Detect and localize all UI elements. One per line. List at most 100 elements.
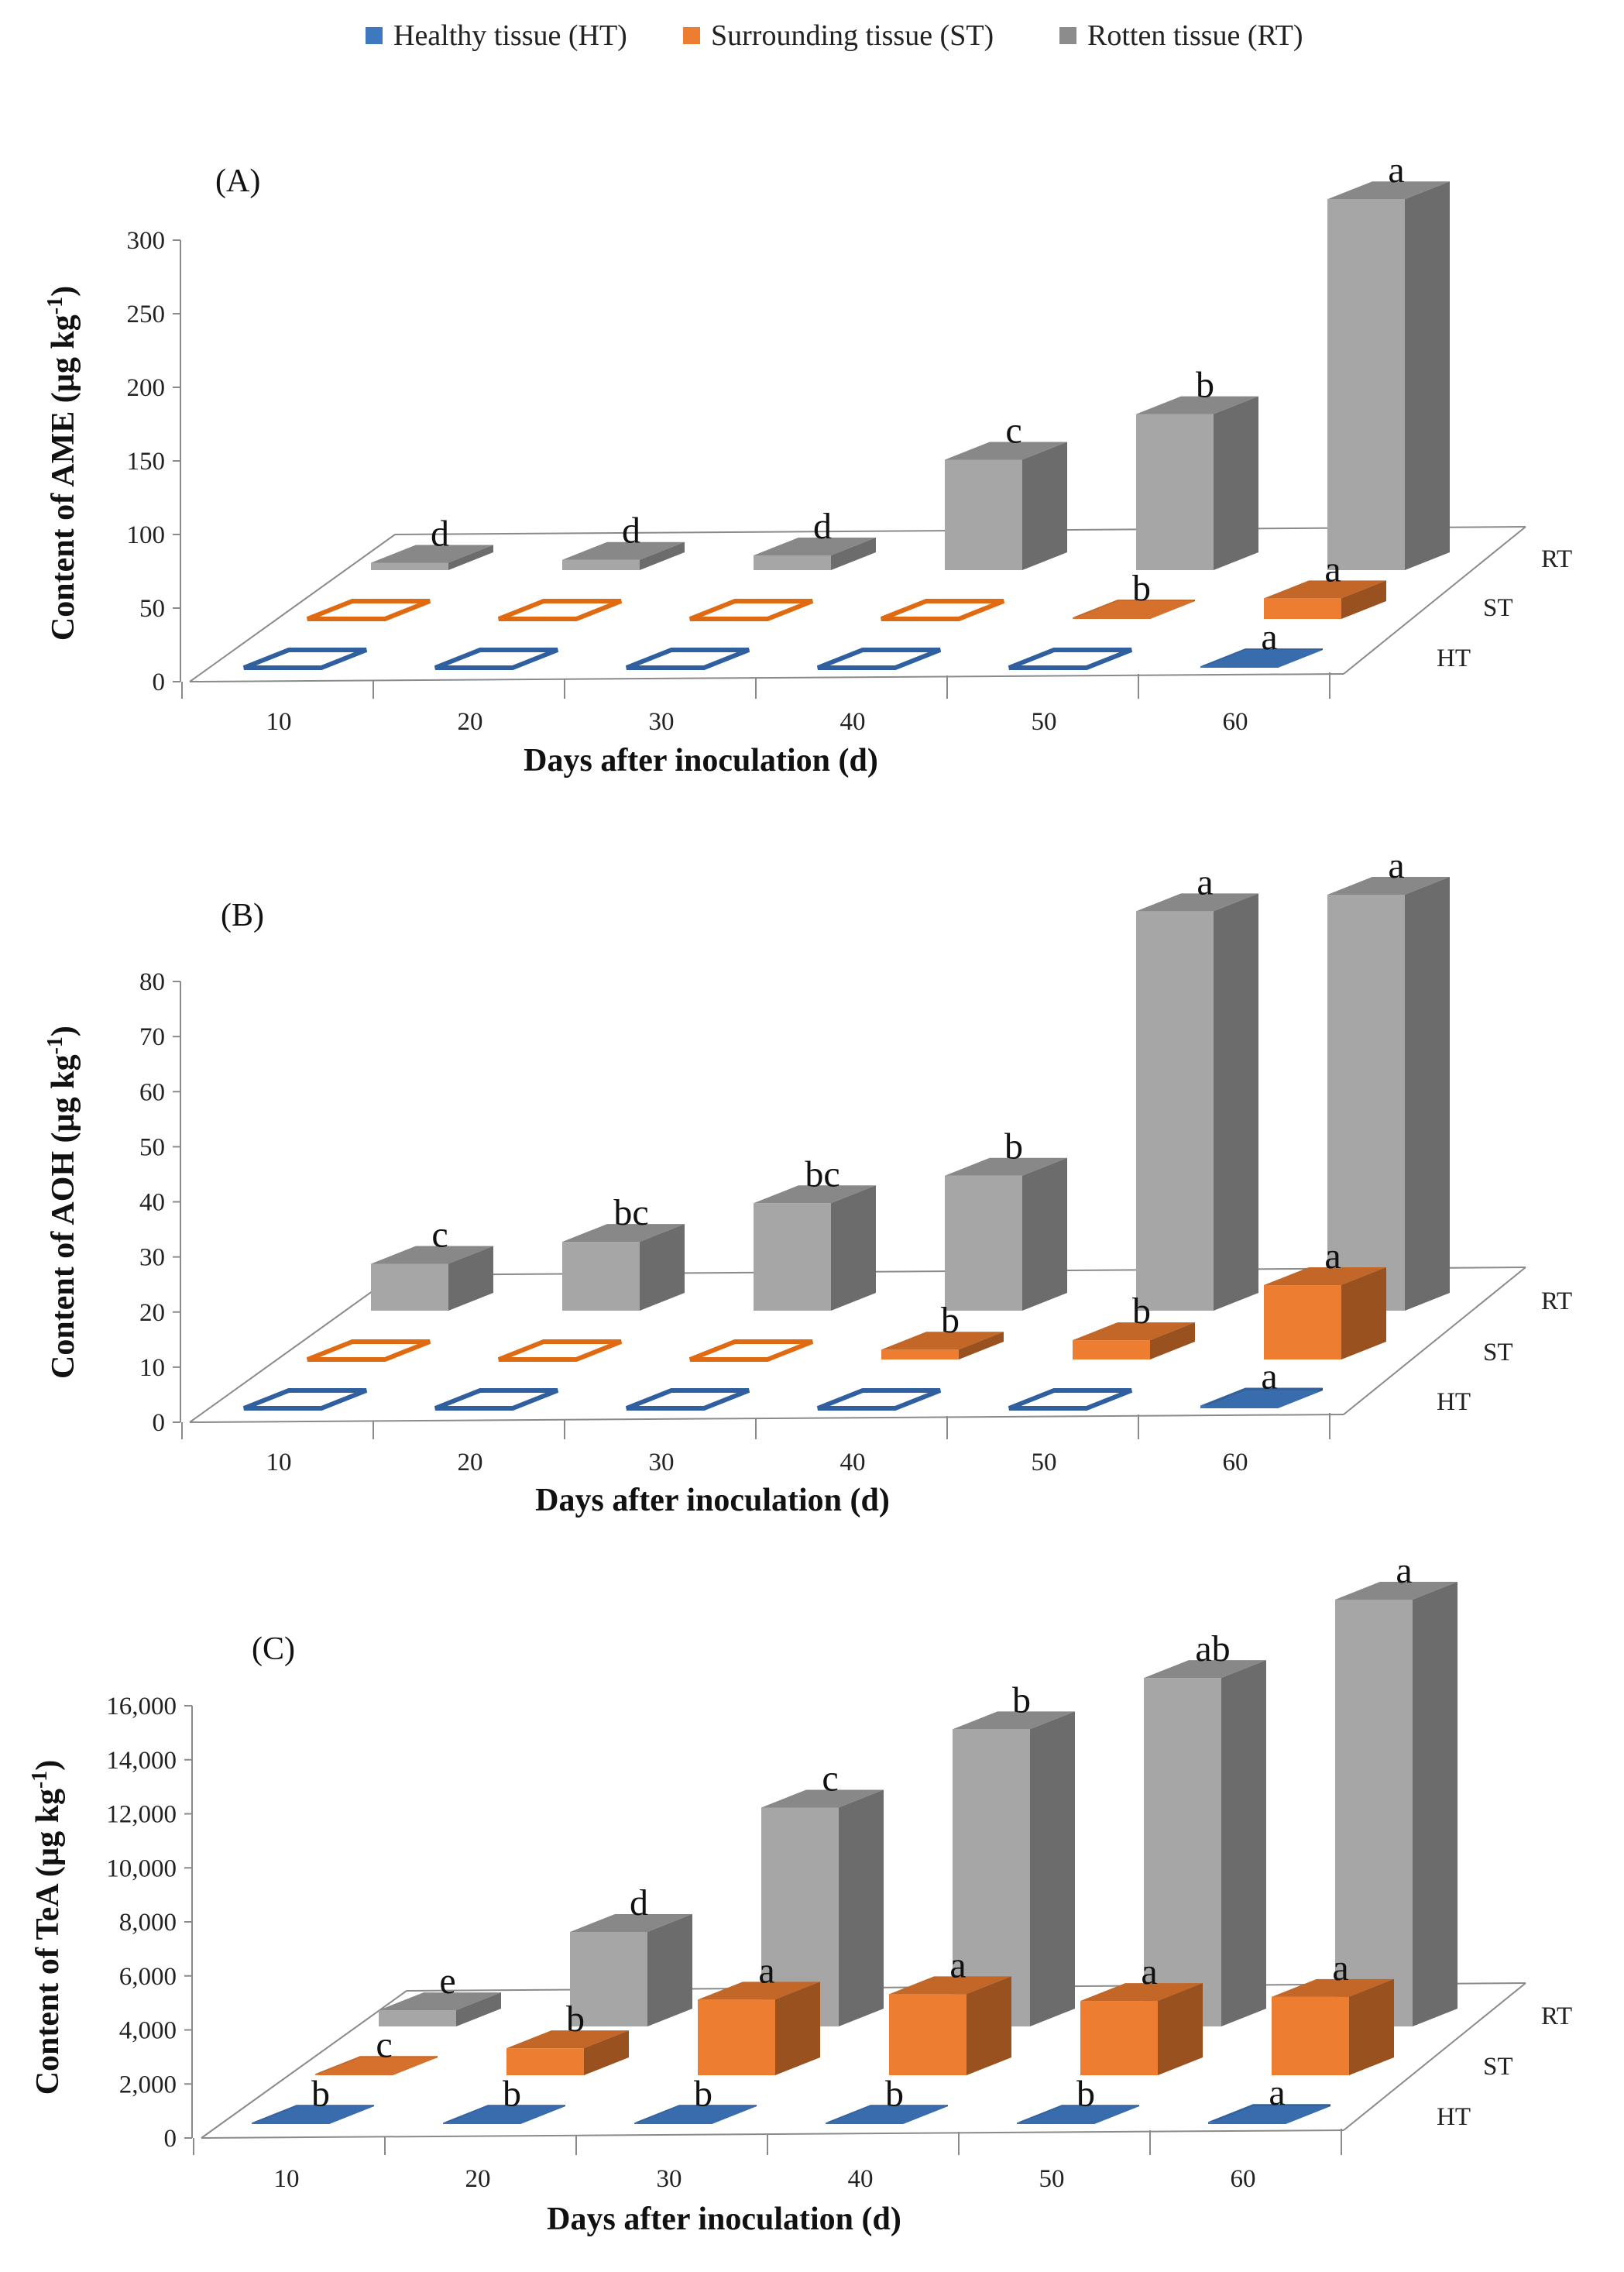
y-tick-label: 150 <box>127 448 166 476</box>
bar-ht-40 <box>816 648 942 670</box>
bar-ht-60 <box>1200 1387 1323 1408</box>
chart-panel-b: 0 10 20 30 40 50 60 70 80 10 20 30 40 50 60 HT ST RT c bc bc… <box>43 845 1573 1518</box>
y-tick-label: 6,000 <box>119 1963 177 1991</box>
x-tick-label: 20 <box>458 1449 483 1476</box>
depth-label-ht: HT <box>1437 644 1471 672</box>
bar-st-10 <box>315 2056 438 2075</box>
x-tick-label: 20 <box>458 708 483 736</box>
significance-letter: a <box>949 1944 966 1985</box>
y-tick-label: 200 <box>127 374 166 402</box>
significance-letter: e <box>439 1961 455 2002</box>
x-tick-label: 10 <box>274 2165 300 2193</box>
bar-group <box>242 877 1450 1411</box>
x-tick-label: 40 <box>840 1449 866 1476</box>
significance-letter: d <box>622 510 640 552</box>
significance-letter: bc <box>613 1192 648 1233</box>
y-tick-label: 14,000 <box>106 1747 177 1775</box>
bar-rt-50 <box>1136 396 1258 570</box>
panel-label: (A) <box>215 163 260 199</box>
significance-letter: a <box>758 1950 774 1991</box>
depth-label-rt: RT <box>1541 2002 1572 2030</box>
bar-ht-10 <box>252 2105 374 2124</box>
bar-rt-40 <box>945 1157 1067 1311</box>
significance-letter: b <box>503 2073 521 2114</box>
bar-ht-60 <box>1200 648 1323 668</box>
bar-ht-40 <box>816 1388 942 1411</box>
y-tick-label: 70 <box>139 1023 165 1051</box>
chart-panel-c: 0 2,000 4,000 6,000 8,000 10,000 12,000 14,000 1… <box>28 1550 1573 2237</box>
bar-st-20 <box>497 599 623 621</box>
bar-rt-30 <box>754 1185 876 1311</box>
bar-ht-20 <box>434 1388 559 1411</box>
bar-rt-10 <box>379 1992 501 2026</box>
x-tick-label: 60 <box>1223 708 1248 736</box>
depth-label-rt: RT <box>1541 1287 1572 1315</box>
depth-label-st: ST <box>1483 1339 1513 1366</box>
y-tick-label: 50 <box>139 595 165 623</box>
panel-label: (C) <box>252 1631 295 1667</box>
bar-rt-60 <box>1335 1581 1457 2026</box>
y-tick-label: 250 <box>127 301 166 328</box>
significance-letter: b <box>1076 2073 1095 2114</box>
depth-label-st: ST <box>1483 594 1513 622</box>
significance-letter: b <box>1196 365 1214 406</box>
bar-st-50 <box>1073 1322 1195 1359</box>
significance-letter: a <box>1261 617 1277 658</box>
bar-st-40 <box>881 1332 1004 1359</box>
y-tick-label: 12,000 <box>106 1801 177 1829</box>
significance-letter: c <box>431 1215 448 1256</box>
bar-st-20 <box>497 1339 623 1362</box>
significance-letter: a <box>1396 1550 1412 1591</box>
bar-rt-30 <box>754 538 876 570</box>
bar-rt-20 <box>562 541 685 570</box>
x-tick-label: 10 <box>266 1449 292 1476</box>
significance-letter: b <box>311 2073 330 2114</box>
significance-letter: a <box>1261 1356 1277 1397</box>
bar-st-10 <box>306 599 431 621</box>
bar-rt-10 <box>371 545 493 570</box>
y-tick-label: 30 <box>139 1244 165 1272</box>
significance-letter: b <box>1012 1679 1031 1720</box>
bar-ht-40 <box>826 2105 948 2124</box>
depth-label-st: ST <box>1483 2053 1513 2081</box>
significance-letter: a <box>1141 1951 1157 1992</box>
bar-st-60 <box>1264 580 1386 619</box>
y-tick-label: 20 <box>139 1299 165 1327</box>
bar-st-40 <box>889 1976 1011 2075</box>
significance-letter: b <box>694 2073 712 2114</box>
x-tick-label: 50 <box>1032 708 1057 736</box>
depth-label-ht: HT <box>1437 2103 1471 2131</box>
bar-ht-30 <box>634 2105 757 2124</box>
bar-ht-10 <box>242 1388 368 1411</box>
x-tick-label: 30 <box>649 1449 675 1476</box>
legend-label-st: Surrounding tissue (ST) <box>711 19 994 52</box>
x-tick-label: 40 <box>848 2165 874 2193</box>
bar-st-60 <box>1272 1978 1394 2075</box>
x-tick-label: 50 <box>1039 2165 1065 2193</box>
significance-letter: c <box>376 2024 392 2065</box>
significance-letter: b <box>941 1300 960 1341</box>
depth-label-ht: HT <box>1437 1388 1471 1416</box>
significance-letter: a <box>1388 845 1404 886</box>
bar-ht-30 <box>625 1388 750 1411</box>
bar-group <box>242 181 1450 670</box>
legend: Healthy tissue (HT) Surrounding tissue (… <box>366 19 1303 52</box>
x-tick-label: 60 <box>1223 1449 1248 1476</box>
significance-letter: d <box>630 1882 648 1923</box>
y-tick-label: 80 <box>139 968 165 996</box>
x-axis-title: Days after inoculation (d) <box>535 1483 890 1518</box>
bar-st-30 <box>698 1982 820 2075</box>
y-tick-label: 10 <box>139 1354 165 1382</box>
y-axis-title: Content of AOH (µg kg-1) <box>43 1026 82 1379</box>
significance-letter: a <box>1269 2072 1285 2113</box>
x-axis-title: Days after inoculation (d) <box>524 743 878 779</box>
bar-st-40 <box>880 599 1005 621</box>
bar-ht-20 <box>434 648 559 670</box>
x-tick-label: 10 <box>266 708 292 736</box>
panel-label: (B) <box>221 898 264 933</box>
y-tick-label: 300 <box>127 227 166 255</box>
y-tick-label: 16,000 <box>106 1693 177 1720</box>
significance-letter: b <box>566 1999 585 2040</box>
chart-panel-a: 0 50 100 150 200 250 300 10 20 30 40 50 60 HT ST RT d d d c… <box>43 150 1573 779</box>
legend-swatch-ht <box>366 27 383 44</box>
